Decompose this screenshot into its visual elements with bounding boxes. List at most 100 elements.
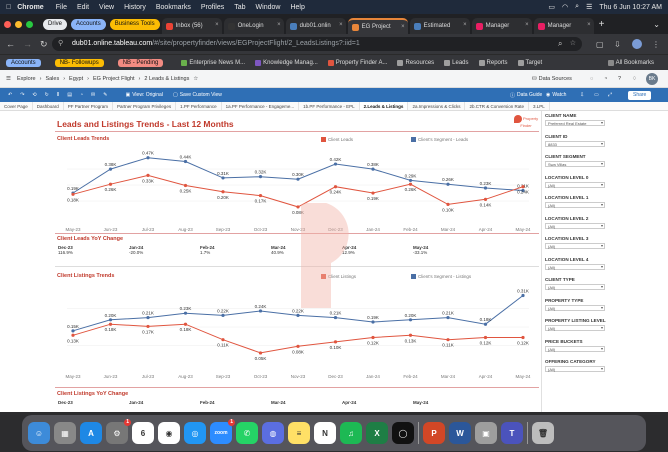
sheet-tab-3[interactable]: Partner Program Privileges: [113, 102, 177, 110]
data-point[interactable]: [483, 197, 488, 201]
close-tab-icon[interactable]: ×: [339, 22, 343, 28]
undo-icon[interactable]: ↶: [8, 92, 13, 98]
data-point[interactable]: [296, 205, 300, 209]
metrics-icon[interactable]: ▤: [67, 92, 73, 98]
listings-trend-chart[interactable]: 0.15K 0.20K 0.21K 0.23K 0.22K 0.24K 0.22K 0.21K…: [53, 282, 541, 382]
data-point[interactable]: [183, 159, 188, 164]
data-point[interactable]: [108, 322, 113, 326]
control-center-icon[interactable]: ☰: [586, 4, 593, 11]
favorite-star-icon[interactable]: ☆: [193, 75, 199, 82]
sheet-tab-6[interactable]: 1b.PF Performance - EPL: [299, 102, 360, 110]
browser-tab-1[interactable]: OneLogin ×: [223, 18, 284, 34]
data-sources-link[interactable]: ⛁ Data Sources: [532, 76, 572, 82]
data-point[interactable]: [71, 333, 75, 337]
data-point[interactable]: [483, 186, 488, 190]
filter-dropdown-7[interactable]: (All): [545, 263, 605, 270]
data-point[interactable]: [333, 315, 338, 320]
data-point[interactable]: [183, 183, 188, 188]
bookmark-item-0[interactable]: Enterprise News M...: [181, 59, 245, 66]
breadcrumb-item-0[interactable]: Explore: [16, 75, 36, 82]
reload-icon[interactable]: ↻: [40, 38, 48, 49]
comment-icon[interactable]: ▭: [594, 92, 599, 98]
save-custom-view-button[interactable]: ▢ Save Custom View: [173, 92, 222, 98]
bookmark-item-2[interactable]: Property Finder A...: [327, 59, 387, 66]
menu-app-name[interactable]: Chrome: [12, 3, 43, 11]
bookmark-item-4[interactable]: Leads: [444, 59, 469, 66]
data-point[interactable]: [221, 176, 225, 180]
close-tab-icon[interactable]: ×: [401, 24, 405, 30]
download-icon[interactable]: ⇩: [614, 39, 621, 49]
site-info-icon[interactable]: ⚲: [58, 40, 64, 47]
app-store-icon[interactable]: A: [80, 422, 102, 444]
tab-search-icon[interactable]: ⌄: [653, 19, 660, 29]
data-point[interactable]: [146, 315, 150, 320]
alert-icon[interactable]: ◔: [80, 92, 84, 98]
filter-dropdown-11[interactable]: (All): [545, 345, 605, 352]
data-point[interactable]: [71, 329, 75, 333]
data-guide-button[interactable]: ⓘ Data Guide: [510, 92, 542, 99]
wifi-icon[interactable]: ◠: [562, 4, 569, 11]
safari-icon[interactable]: ◎: [184, 422, 206, 444]
menu-edit[interactable]: Edit: [71, 3, 89, 11]
data-point[interactable]: [183, 311, 188, 315]
data-point[interactable]: [146, 324, 150, 329]
data-point[interactable]: [333, 185, 338, 189]
spotify-icon[interactable]: ♫: [340, 422, 362, 444]
tab-group-0[interactable]: Drive: [43, 18, 68, 30]
close-tab-icon[interactable]: ×: [463, 22, 467, 28]
bookmark-item-3[interactable]: Resources: [397, 59, 434, 66]
close-tab-icon[interactable]: ×: [277, 22, 281, 28]
zoom-icon[interactable]: zoom 1: [210, 419, 235, 444]
sheet-tab-10[interactable]: 3.LPL: [529, 102, 550, 110]
leads-trend-chart[interactable]: 0.19K 0.38K 0.47K 0.44K 0.31K 0.32K 0.30K 0.42K…: [53, 145, 541, 235]
data-point[interactable]: [258, 175, 263, 179]
sheet-tab-4[interactable]: 1.PF Performance: [176, 102, 222, 110]
edit-icon[interactable]: ✎: [103, 92, 108, 98]
zoom-icon[interactable]: ⌕: [558, 39, 563, 48]
menu-view[interactable]: View: [93, 3, 114, 11]
ask-icon[interactable]: ◌: [590, 75, 594, 82]
data-point[interactable]: [521, 188, 525, 193]
powerpoint-icon[interactable]: P: [423, 422, 445, 444]
browser-tab-6[interactable]: Manager ×: [533, 18, 594, 34]
breadcrumb-item-4[interactable]: 2 Leads & Listings: [144, 75, 190, 82]
data-point[interactable]: [108, 167, 113, 171]
data-point[interactable]: [483, 322, 488, 326]
url-field[interactable]: ⚲ dub01.online.tableau.com/#/site/proper…: [52, 37, 582, 51]
browser-tab-5[interactable]: Manager ×: [471, 18, 532, 34]
download-toolbar-icon[interactable]: ⇩: [580, 92, 585, 98]
filter-dropdown-1[interactable]: 8833: [545, 140, 605, 147]
data-point[interactable]: [221, 338, 225, 342]
data-point[interactable]: [296, 313, 300, 317]
close-tab-icon[interactable]: ×: [587, 22, 591, 28]
data-point[interactable]: [221, 190, 225, 194]
clock[interactable]: Thu 6 Jun 10:27 AM: [599, 3, 662, 11]
data-point[interactable]: [371, 335, 375, 340]
apple-icon[interactable]: : [6, 4, 11, 11]
preview-icon[interactable]: ▣: [475, 422, 497, 444]
tab-group-2[interactable]: Business Tools: [109, 18, 160, 30]
filter-dropdown-3[interactable]: (All): [545, 181, 605, 188]
menu-profiles[interactable]: Profiles: [195, 3, 224, 11]
fullscreen-icon[interactable]: ⤢: [608, 92, 613, 98]
data-point[interactable]: [258, 309, 263, 313]
finder-icon[interactable]: ☺: [28, 422, 50, 444]
launchpad-icon[interactable]: ▦: [54, 422, 76, 444]
menu-window[interactable]: Window: [250, 3, 281, 11]
refresh-icon[interactable]: ↻: [44, 92, 49, 98]
maximize-window-button[interactable]: [26, 20, 33, 28]
sheet-tab-7[interactable]: 2.Leads & Listings: [359, 102, 409, 110]
filter-dropdown-8[interactable]: (All): [545, 284, 605, 290]
sheet-tab-5[interactable]: 1a.PF Performance - Engageme...: [222, 102, 300, 110]
data-point[interactable]: [71, 192, 75, 196]
settings-icon[interactable]: ⚙ 1: [106, 419, 131, 444]
data-point[interactable]: [371, 320, 375, 324]
data-point[interactable]: [521, 335, 525, 340]
menu-history[interactable]: History: [118, 3, 146, 11]
menu-bookmarks[interactable]: Bookmarks: [150, 3, 191, 11]
tableau-menu-icon[interactable]: ☰: [6, 75, 11, 82]
data-point[interactable]: [333, 162, 338, 166]
data-point[interactable]: [371, 191, 375, 195]
data-point[interactable]: [483, 335, 488, 340]
tab-group-1[interactable]: Accounts: [71, 18, 106, 30]
